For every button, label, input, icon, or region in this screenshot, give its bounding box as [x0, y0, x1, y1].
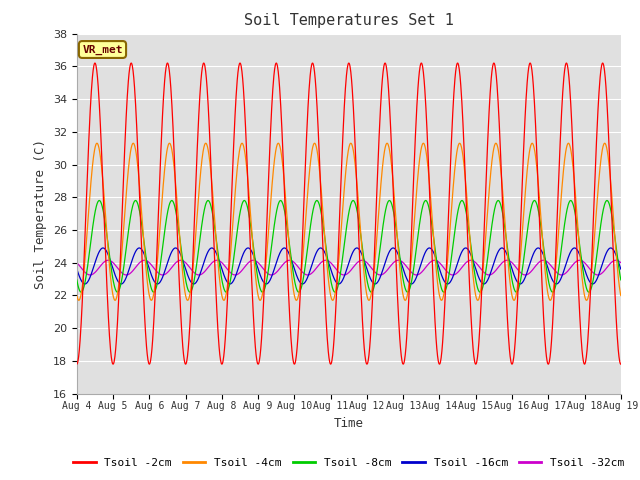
Tsoil -4cm: [401, 298, 409, 303]
Tsoil -32cm: [115, 267, 123, 273]
Tsoil -2cm: [138, 240, 145, 246]
Tsoil -32cm: [315, 262, 323, 268]
Tsoil -4cm: [383, 140, 391, 146]
Tsoil -4cm: [115, 281, 123, 287]
Line: Tsoil -2cm: Tsoil -2cm: [77, 63, 621, 364]
X-axis label: Time: Time: [334, 417, 364, 430]
Tsoil -8cm: [315, 200, 323, 206]
Tsoil -16cm: [115, 280, 123, 286]
Line: Tsoil -16cm: Tsoil -16cm: [77, 248, 621, 284]
Tsoil -32cm: [413, 272, 420, 278]
Title: Soil Temperatures Set 1: Soil Temperatures Set 1: [244, 13, 454, 28]
Tsoil -2cm: [115, 283, 123, 288]
Tsoil -8cm: [115, 288, 123, 293]
Tsoil -8cm: [585, 289, 593, 295]
Tsoil -2cm: [383, 66, 390, 72]
Tsoil -8cm: [73, 277, 81, 283]
Legend: Tsoil -2cm, Tsoil -4cm, Tsoil -8cm, Tsoil -16cm, Tsoil -32cm: Tsoil -2cm, Tsoil -4cm, Tsoil -8cm, Tsoi…: [69, 453, 628, 472]
Tsoil -2cm: [91, 60, 99, 66]
Tsoil -16cm: [226, 281, 234, 287]
Tsoil -8cm: [567, 198, 575, 204]
Tsoil -16cm: [305, 273, 312, 278]
Tsoil -8cm: [617, 277, 625, 283]
Tsoil -4cm: [73, 293, 81, 299]
Tsoil -4cm: [137, 202, 145, 208]
Tsoil -8cm: [304, 245, 312, 251]
Tsoil -8cm: [383, 204, 390, 210]
Tsoil -8cm: [137, 217, 145, 223]
Tsoil -16cm: [383, 254, 391, 260]
Tsoil -16cm: [137, 246, 145, 252]
Tsoil -16cm: [617, 266, 625, 272]
Tsoil -32cm: [383, 268, 390, 274]
Line: Tsoil -8cm: Tsoil -8cm: [77, 201, 621, 292]
Tsoil -2cm: [73, 361, 81, 367]
Tsoil -32cm: [394, 257, 402, 263]
Tsoil -4cm: [304, 191, 312, 196]
Tsoil -2cm: [316, 150, 323, 156]
Tsoil -16cm: [326, 262, 333, 268]
Tsoil -32cm: [325, 258, 333, 264]
Tsoil -32cm: [304, 272, 312, 278]
Tsoil -16cm: [73, 266, 81, 272]
Tsoil -32cm: [73, 260, 81, 265]
Tsoil -16cm: [316, 245, 323, 251]
Line: Tsoil -4cm: Tsoil -4cm: [77, 143, 621, 300]
Tsoil -32cm: [617, 260, 625, 265]
Text: VR_met: VR_met: [82, 44, 123, 55]
Tsoil -2cm: [617, 361, 625, 367]
Line: Tsoil -32cm: Tsoil -32cm: [77, 260, 621, 275]
Tsoil -2cm: [325, 355, 333, 361]
Y-axis label: Soil Temperature (C): Soil Temperature (C): [35, 139, 47, 288]
Tsoil -4cm: [325, 279, 333, 285]
Tsoil -4cm: [315, 161, 323, 167]
Tsoil -2cm: [304, 105, 312, 110]
Tsoil -8cm: [325, 264, 333, 270]
Tsoil -16cm: [244, 245, 252, 251]
Tsoil -4cm: [383, 141, 390, 147]
Tsoil -4cm: [617, 293, 625, 299]
Tsoil -32cm: [137, 259, 145, 264]
